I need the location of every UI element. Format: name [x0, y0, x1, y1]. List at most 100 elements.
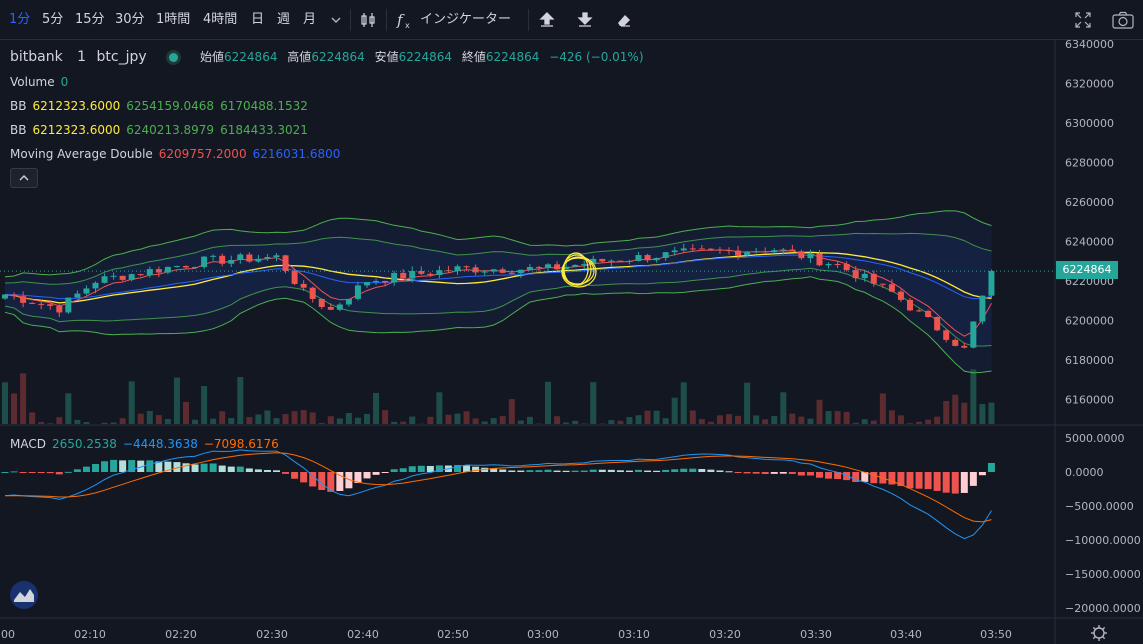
upload-icon[interactable]	[537, 10, 557, 30]
macd-signal-line	[4, 452, 992, 523]
gear-tooth	[1092, 626, 1096, 630]
volume-bar	[825, 411, 832, 424]
candle-body	[128, 274, 135, 280]
macd-hist-bar	[119, 460, 127, 472]
bar-style-icon[interactable]	[358, 10, 378, 30]
candle	[382, 280, 389, 287]
candle	[309, 286, 316, 303]
candle-body	[807, 253, 814, 259]
interval-5m[interactable]: 5分	[42, 12, 64, 27]
volume-bar	[870, 420, 877, 424]
drawing-annotation	[561, 252, 597, 288]
eraser-icon[interactable]	[614, 10, 634, 30]
candle	[345, 298, 352, 307]
macd-hist-bar	[399, 468, 407, 472]
collapse-legend-button[interactable]	[10, 168, 38, 188]
interval-15m[interactable]: 15分	[75, 12, 105, 27]
candle-body	[345, 298, 352, 305]
candle-body	[192, 267, 199, 269]
volume-bar	[689, 410, 696, 424]
macd-hist-bar	[472, 466, 480, 472]
market-status-icon	[169, 52, 179, 62]
candle-body	[38, 303, 45, 305]
volume-bar	[916, 421, 923, 424]
interval-week[interactable]: 週	[277, 12, 291, 27]
macd-tick-label: −15000.0000	[1065, 568, 1141, 581]
volume-bar	[110, 422, 117, 424]
candle	[173, 265, 180, 268]
candle-body	[726, 250, 732, 252]
annotation-stroke	[563, 252, 589, 286]
volume-bar	[789, 413, 796, 424]
candle	[291, 268, 298, 286]
candle	[888, 279, 895, 293]
macd-hist-bar	[300, 472, 308, 483]
candle	[635, 252, 642, 262]
chart-canvas[interactable]: 6340000 6320000 6300000 6280000 6260000 62400…	[0, 40, 1143, 644]
candle-body	[164, 266, 171, 273]
time-tick-label: 02:10	[74, 628, 106, 641]
fullscreen-icon[interactable]	[1073, 10, 1093, 30]
price-tick-label: 6320000	[1065, 78, 1114, 91]
time-tick-label: 03:40	[890, 628, 922, 641]
macd-hist-bar	[381, 472, 389, 473]
interval-day[interactable]: 日	[251, 12, 265, 27]
macd-hist-bar	[454, 464, 461, 472]
macd-hist-bar	[716, 470, 724, 472]
macd-hist-bar	[788, 472, 796, 474]
macd-hist-bar	[354, 472, 362, 484]
candle-body	[961, 345, 968, 348]
volume-bar	[219, 411, 226, 424]
interval-1h[interactable]: 1時間	[156, 12, 191, 27]
volume-bar	[780, 392, 787, 424]
candle	[201, 256, 208, 270]
candle-body	[943, 330, 950, 340]
macd-signal-value: −7098.6176	[203, 437, 279, 451]
candle-body	[916, 310, 923, 312]
interval-1m[interactable]: 1分	[9, 12, 31, 27]
candle	[300, 280, 307, 292]
macd-hist-bar	[816, 472, 823, 478]
macd-hist-value: 2650.2538	[51, 437, 117, 451]
macd-hist-bar	[390, 469, 398, 472]
candle	[38, 299, 45, 310]
macd-hist-bar	[978, 472, 986, 476]
macd-hist-bar	[969, 472, 977, 486]
macd-hist-bar	[164, 461, 172, 472]
interval-30m[interactable]: 30分	[115, 12, 145, 27]
candle	[716, 246, 723, 254]
candle-body	[563, 266, 570, 270]
candle-body	[246, 254, 253, 262]
macd-hist-bar	[363, 472, 371, 479]
macd-hist-bar	[37, 472, 45, 473]
bb-lower-inner-line	[4, 267, 992, 347]
price-tick-label: 6260000	[1065, 196, 1114, 209]
volume-bar	[843, 411, 850, 424]
volume-bar	[671, 397, 678, 424]
candle-body	[300, 283, 307, 288]
candle-body	[499, 269, 506, 273]
candle-body	[327, 306, 334, 310]
price-tick-label: 6180000	[1065, 354, 1114, 367]
indicators-button[interactable]: インジケーター	[420, 12, 512, 27]
download-icon[interactable]	[575, 10, 595, 30]
macd-hist-bar	[526, 470, 534, 472]
volume-bar	[563, 422, 570, 424]
interval-month[interactable]: 月	[303, 12, 317, 27]
candle	[327, 303, 334, 311]
macd-hist-bar	[834, 472, 842, 479]
camera-icon[interactable]	[1111, 10, 1135, 30]
macd-hist-bar	[372, 472, 380, 475]
logo-icon	[10, 581, 38, 609]
candle	[373, 278, 380, 285]
candle-body	[970, 321, 977, 348]
chevron-down-icon[interactable]	[326, 10, 346, 30]
volume-bar	[20, 373, 27, 424]
candle-body	[273, 255, 280, 257]
candle	[526, 263, 533, 271]
interval-4h[interactable]: 4時間	[203, 12, 238, 27]
macd-hist-bar	[589, 469, 597, 472]
symbol-legend: bitbank 1 btc_jpy	[10, 49, 196, 65]
price-tick-label: 6340000	[1065, 40, 1114, 51]
